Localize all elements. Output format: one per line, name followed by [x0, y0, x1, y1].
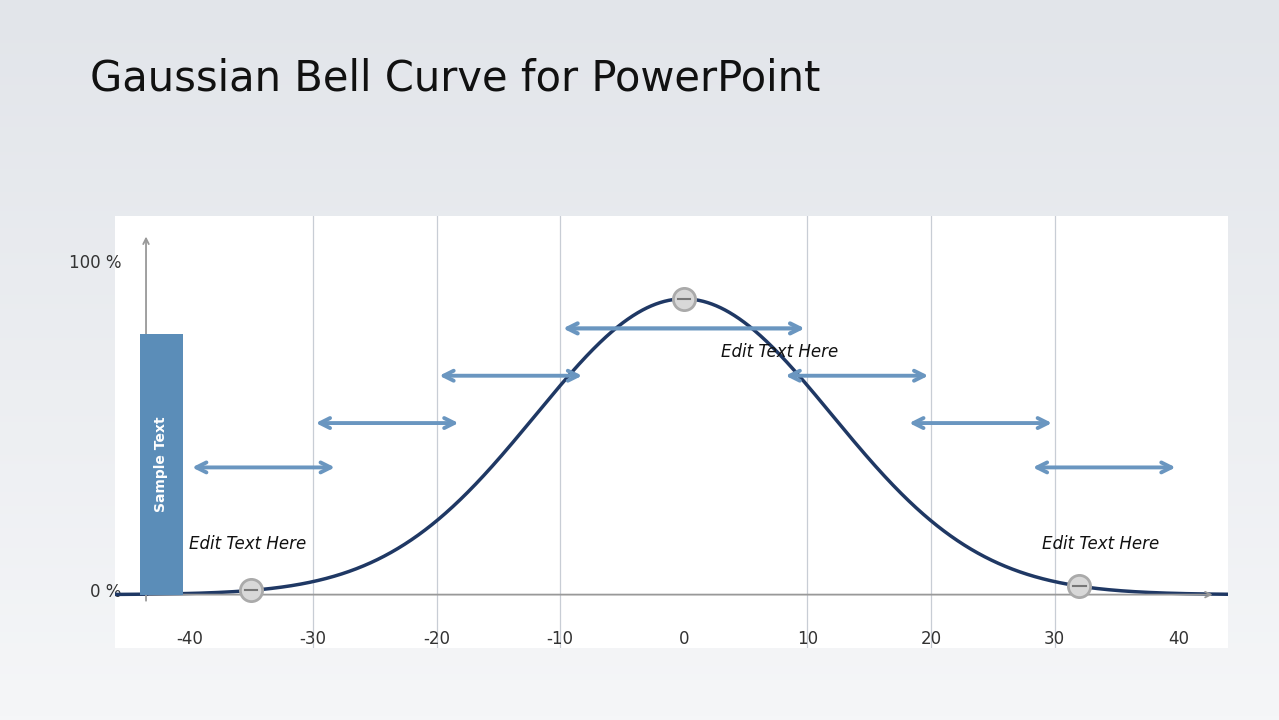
Text: Sample Text: Sample Text	[155, 417, 169, 512]
Text: -30: -30	[299, 630, 326, 648]
Text: -40: -40	[175, 630, 203, 648]
Text: 100 %: 100 %	[69, 254, 122, 272]
Text: 10: 10	[797, 630, 819, 648]
Text: 0: 0	[679, 630, 689, 648]
Text: Edit Text Here: Edit Text Here	[189, 536, 307, 554]
Text: 0 %: 0 %	[90, 583, 122, 601]
Text: Edit Text Here: Edit Text Here	[721, 343, 838, 361]
Text: 30: 30	[1044, 630, 1065, 648]
Text: 40: 40	[1168, 630, 1189, 648]
Text: Edit Text Here: Edit Text Here	[1042, 536, 1160, 554]
Bar	[139, 334, 183, 595]
Text: 20: 20	[921, 630, 941, 648]
Text: Gaussian Bell Curve for PowerPoint: Gaussian Bell Curve for PowerPoint	[90, 58, 820, 99]
Text: -10: -10	[546, 630, 574, 648]
Text: -20: -20	[423, 630, 450, 648]
